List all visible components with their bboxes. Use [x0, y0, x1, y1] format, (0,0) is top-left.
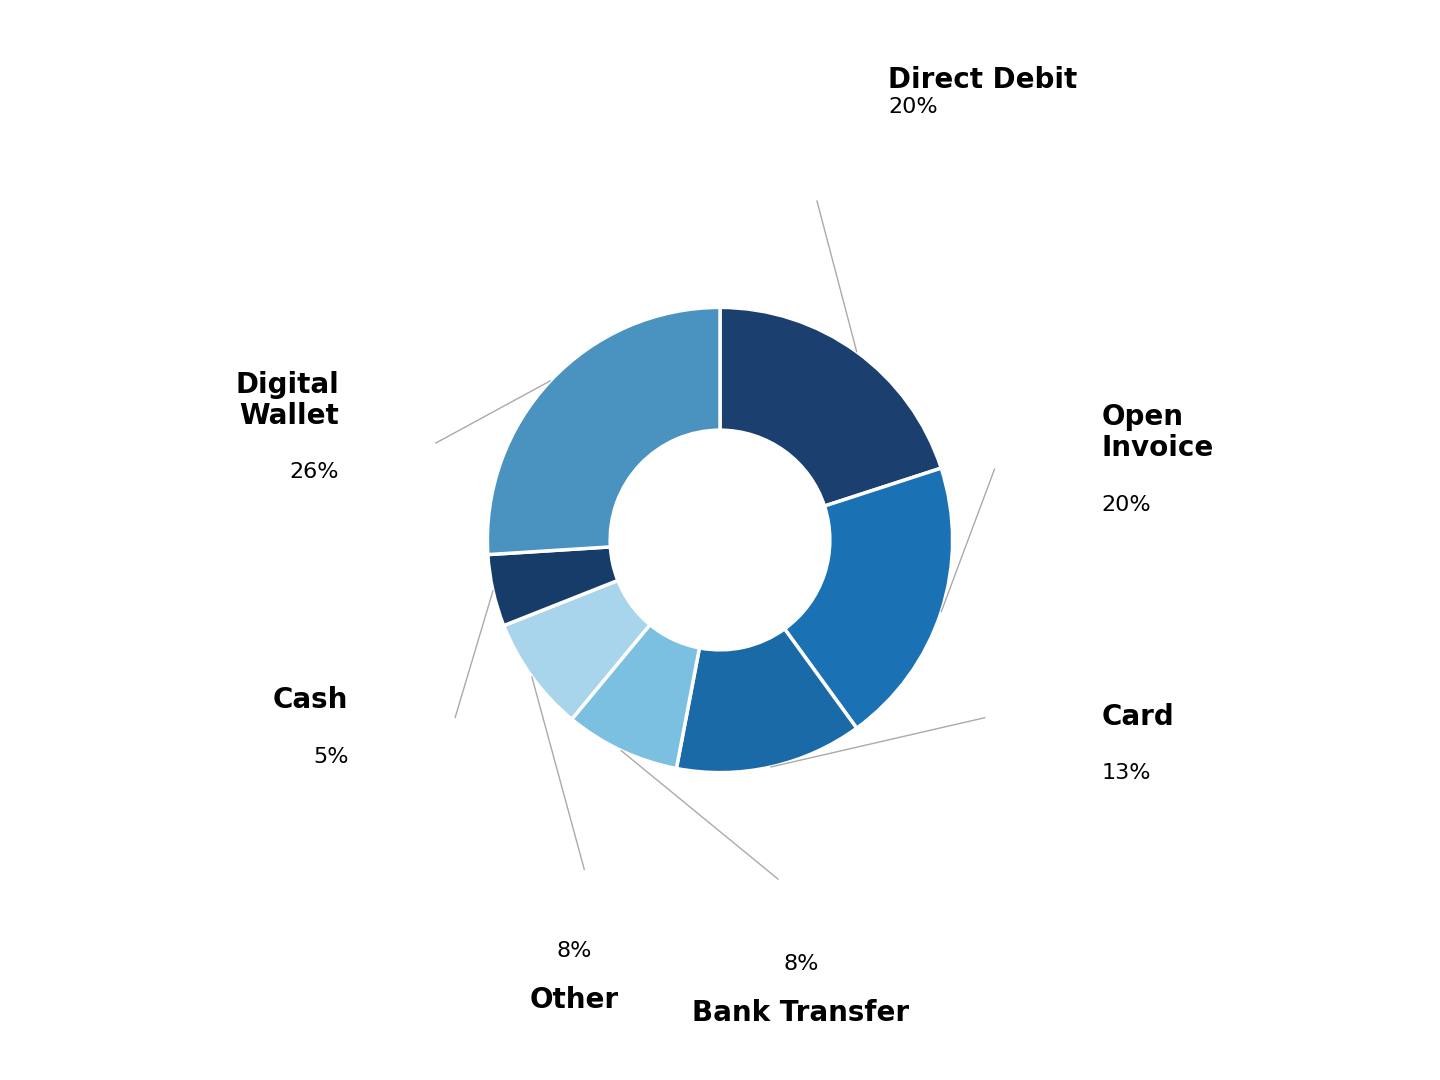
Text: 13%: 13%	[1102, 762, 1151, 783]
Wedge shape	[720, 308, 942, 507]
Wedge shape	[572, 624, 700, 769]
Text: 20%: 20%	[1102, 495, 1151, 515]
Wedge shape	[487, 308, 720, 555]
Text: Card: Card	[1102, 703, 1174, 730]
Text: 20%: 20%	[888, 97, 937, 118]
Text: Bank Transfer: Bank Transfer	[693, 999, 909, 1027]
Text: 8%: 8%	[557, 941, 592, 960]
Text: Digital
Wallet: Digital Wallet	[235, 370, 338, 430]
Text: 26%: 26%	[289, 462, 338, 483]
Text: Open
Invoice: Open Invoice	[1102, 403, 1214, 462]
Wedge shape	[488, 546, 618, 625]
Text: Direct Debit: Direct Debit	[888, 66, 1077, 94]
Wedge shape	[677, 629, 857, 772]
Wedge shape	[785, 468, 953, 728]
Text: Cash: Cash	[274, 687, 348, 715]
Text: Other: Other	[530, 986, 619, 1014]
Text: 8%: 8%	[783, 954, 818, 973]
Text: 5%: 5%	[312, 746, 348, 767]
Wedge shape	[504, 580, 649, 719]
